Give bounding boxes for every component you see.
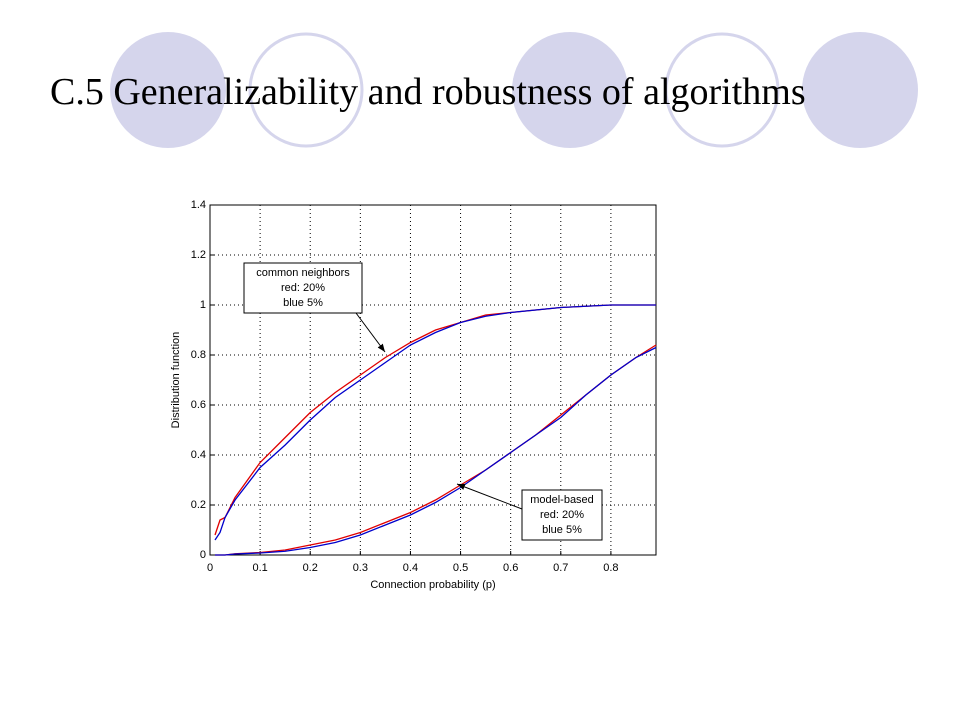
annotation-text: red: 20% (281, 282, 325, 294)
annotation-text: blue 5% (542, 524, 582, 536)
circle (664, 32, 780, 148)
annotation-text: blue 5% (283, 297, 323, 309)
x-tick-label: 0.7 (553, 562, 568, 574)
y-tick-label: 0.6 (191, 399, 206, 411)
x-tick-label: 0.6 (503, 562, 518, 574)
annotation-arrow (456, 483, 523, 510)
annotation-text: red: 20% (540, 509, 584, 521)
circle (802, 32, 918, 148)
y-tick-label: 0 (200, 549, 206, 561)
x-tick-label: 0.2 (303, 562, 318, 574)
x-tick-label: 0.3 (353, 562, 368, 574)
circle (110, 32, 226, 148)
x-tick-label: 0.5 (453, 562, 468, 574)
x-tick-label: 0.4 (403, 562, 418, 574)
x-tick-label: 0.8 (603, 562, 618, 574)
annotation-box (521, 489, 603, 541)
circle (512, 32, 628, 148)
y-tick-label: 1.2 (191, 249, 206, 261)
slide-title: C.5 Generalizability and robustness of a… (50, 71, 806, 113)
circle (248, 32, 364, 148)
y-tick-label: 0.8 (191, 349, 206, 361)
y-axis-label: Distribution function (170, 332, 182, 429)
y-tick-label: 0.2 (191, 499, 206, 511)
annotation-text: common neighbors (256, 267, 350, 279)
data-line (215, 346, 657, 556)
data-line (214, 304, 656, 541)
annotation-arrow (355, 312, 386, 353)
decoration (110, 32, 918, 148)
x-axis-label: Connection probability (p) (370, 579, 495, 591)
y-tick-label: 0.4 (191, 449, 206, 461)
x-tick-label: 0 (207, 562, 213, 574)
x-tick-label: 0.1 (252, 562, 267, 574)
y-tick-label: 1.4 (191, 199, 206, 211)
annotation-text: model-based (530, 494, 594, 506)
annotation-box (243, 262, 363, 314)
y-tick-label: 1 (200, 299, 206, 311)
